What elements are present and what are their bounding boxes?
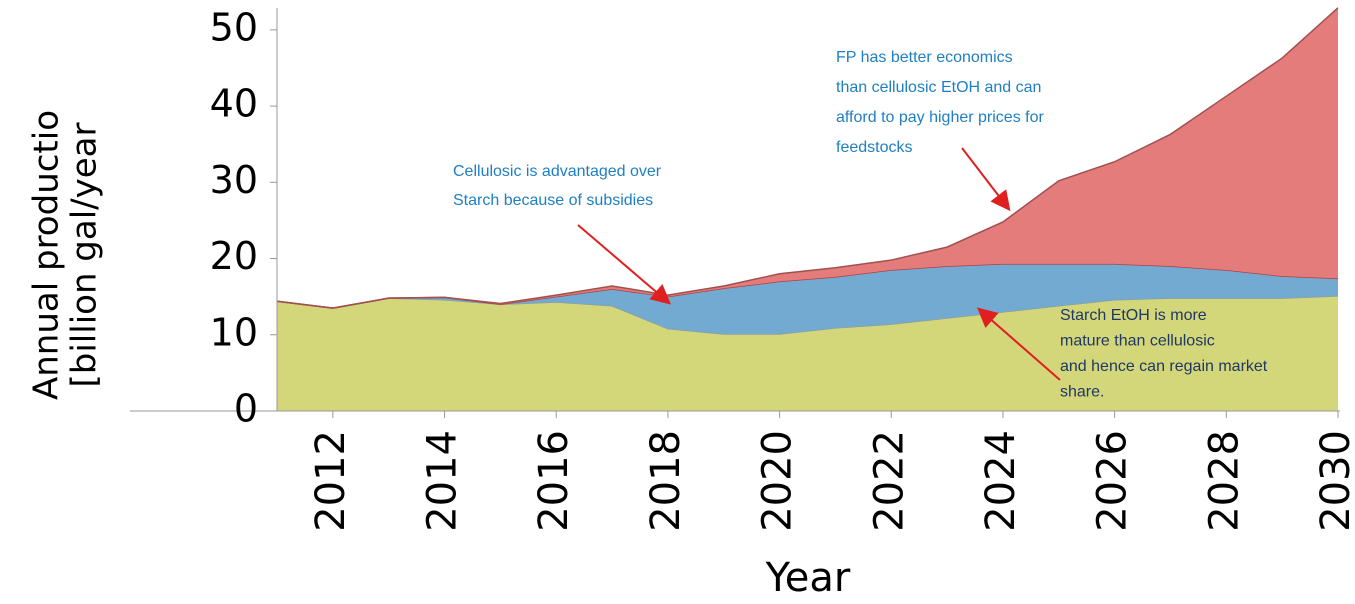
arrow xyxy=(976,307,1061,381)
x-tick-label: 2020 xyxy=(755,430,801,532)
y-axis-title: Annual productio xyxy=(27,110,67,400)
x-tick-label: 2022 xyxy=(866,430,912,532)
annotation: Starch EtOH is more xyxy=(1060,307,1207,324)
x-tick-label: 2024 xyxy=(978,430,1024,532)
annotation: share. xyxy=(1060,384,1104,401)
y-tick-label: 10 xyxy=(210,310,258,354)
y-axis-title: [billion gal/year xyxy=(65,123,105,388)
annotation: and hence can regain market xyxy=(1060,358,1268,375)
annotation: afford to pay higher prices for xyxy=(836,109,1044,126)
x-tick-label: 2030 xyxy=(1313,430,1355,532)
x-tick-label: 2012 xyxy=(308,430,354,532)
annotation: mature than cellulosic xyxy=(1060,333,1215,350)
area xyxy=(277,295,1338,411)
x-tick-label: 2028 xyxy=(1201,430,1247,532)
y-tick-label: 50 xyxy=(210,5,258,49)
x-tick-label: 2016 xyxy=(531,430,577,532)
annotation: than cellulosic EtOH and can xyxy=(836,79,1041,96)
annotation: feedstocks xyxy=(836,139,912,156)
x-tick-label: 2014 xyxy=(420,430,466,532)
y-tick-label: 20 xyxy=(210,234,258,278)
x-axis-title: Year xyxy=(765,555,851,601)
area-edge xyxy=(276,7,1339,309)
area xyxy=(277,263,1338,335)
y-tick-label: 30 xyxy=(210,158,258,202)
arrow xyxy=(961,147,1011,212)
y-tick-label: 40 xyxy=(210,82,258,126)
x-tick-label: 2026 xyxy=(1090,430,1136,532)
annotation: Cellulosic is advantaged over xyxy=(453,163,662,180)
x-tick-label: 2018 xyxy=(643,430,689,532)
arrow xyxy=(577,224,672,305)
annotation: Starch because of subsidies xyxy=(453,192,653,209)
area xyxy=(277,7,1338,309)
y-tick-label: 0 xyxy=(234,387,258,431)
annotation: FP has better economics xyxy=(836,49,1013,66)
